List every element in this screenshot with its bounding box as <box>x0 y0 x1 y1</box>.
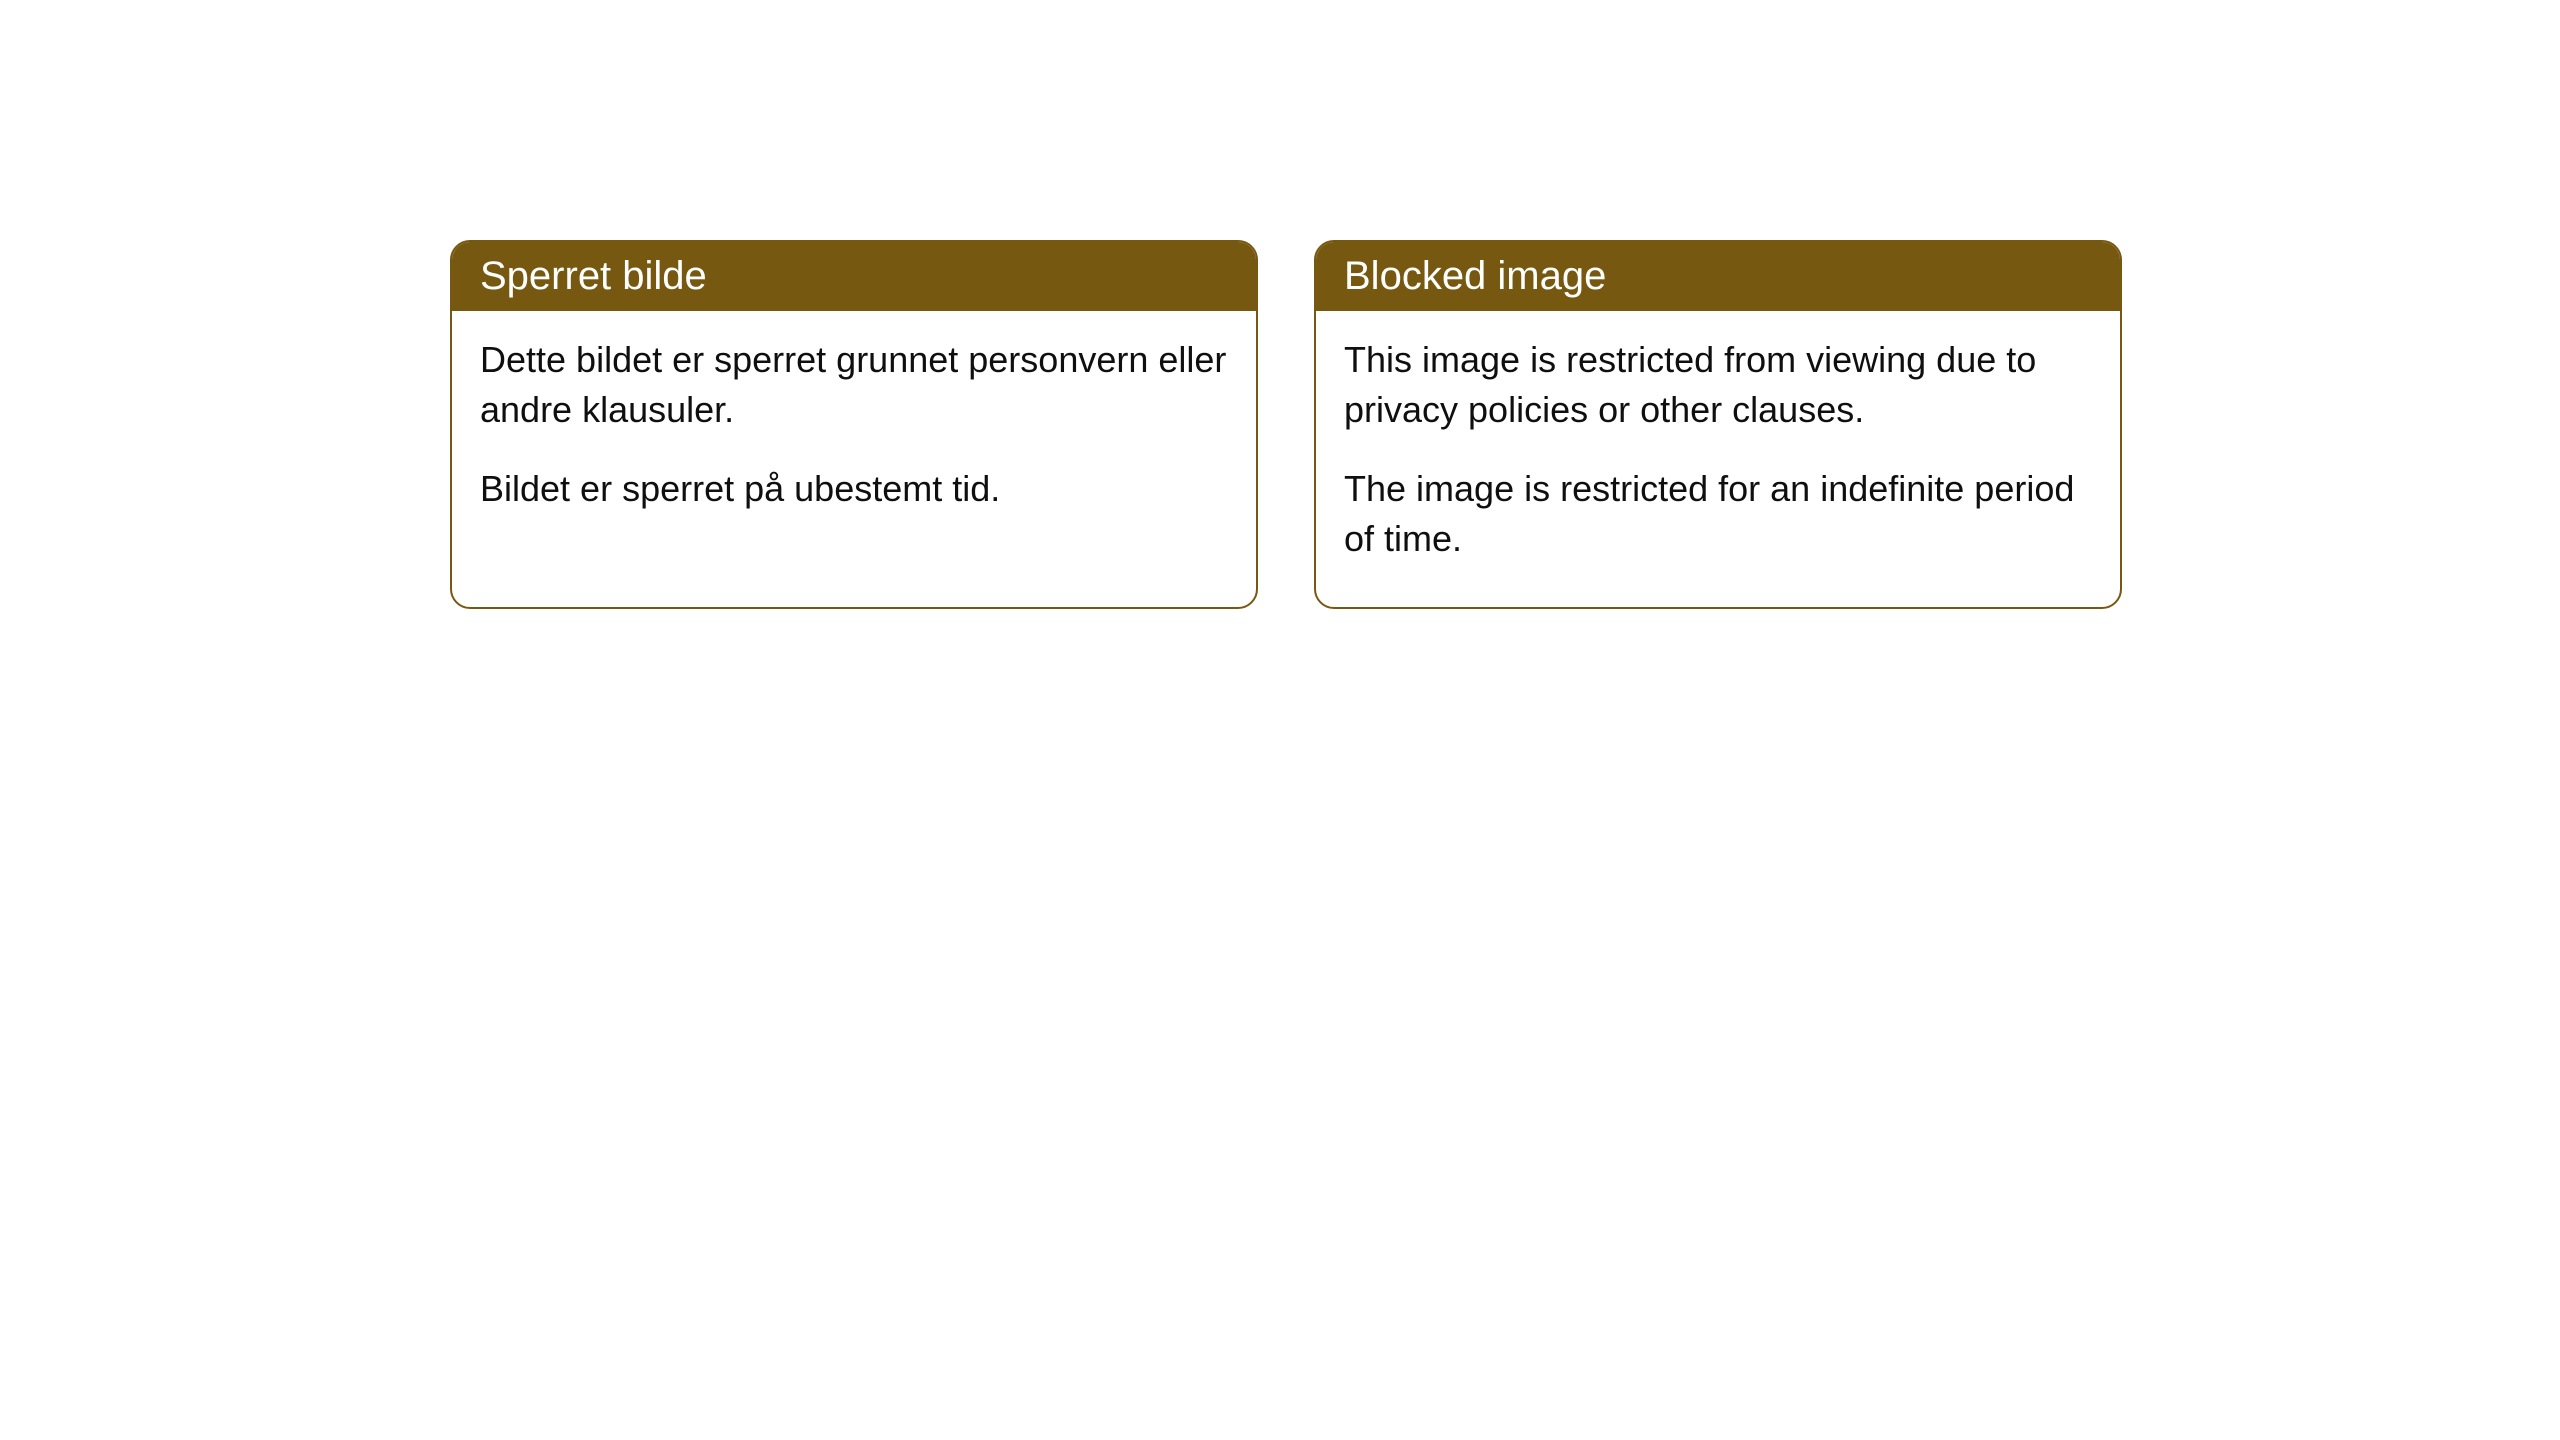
card-title: Blocked image <box>1344 254 1606 298</box>
card-title: Sperret bilde <box>480 254 707 298</box>
notice-card-english: Blocked image This image is restricted f… <box>1314 240 2122 609</box>
card-paragraph: Bildet er sperret på ubestemt tid. <box>480 464 1228 514</box>
notice-cards-container: Sperret bilde Dette bildet er sperret gr… <box>450 240 2122 609</box>
card-body: Dette bildet er sperret grunnet personve… <box>452 311 1256 556</box>
card-paragraph: Dette bildet er sperret grunnet personve… <box>480 335 1228 436</box>
card-header: Sperret bilde <box>452 242 1256 311</box>
notice-card-norwegian: Sperret bilde Dette bildet er sperret gr… <box>450 240 1258 609</box>
card-header: Blocked image <box>1316 242 2120 311</box>
card-paragraph: The image is restricted for an indefinit… <box>1344 464 2092 565</box>
card-body: This image is restricted from viewing du… <box>1316 311 2120 607</box>
card-paragraph: This image is restricted from viewing du… <box>1344 335 2092 436</box>
